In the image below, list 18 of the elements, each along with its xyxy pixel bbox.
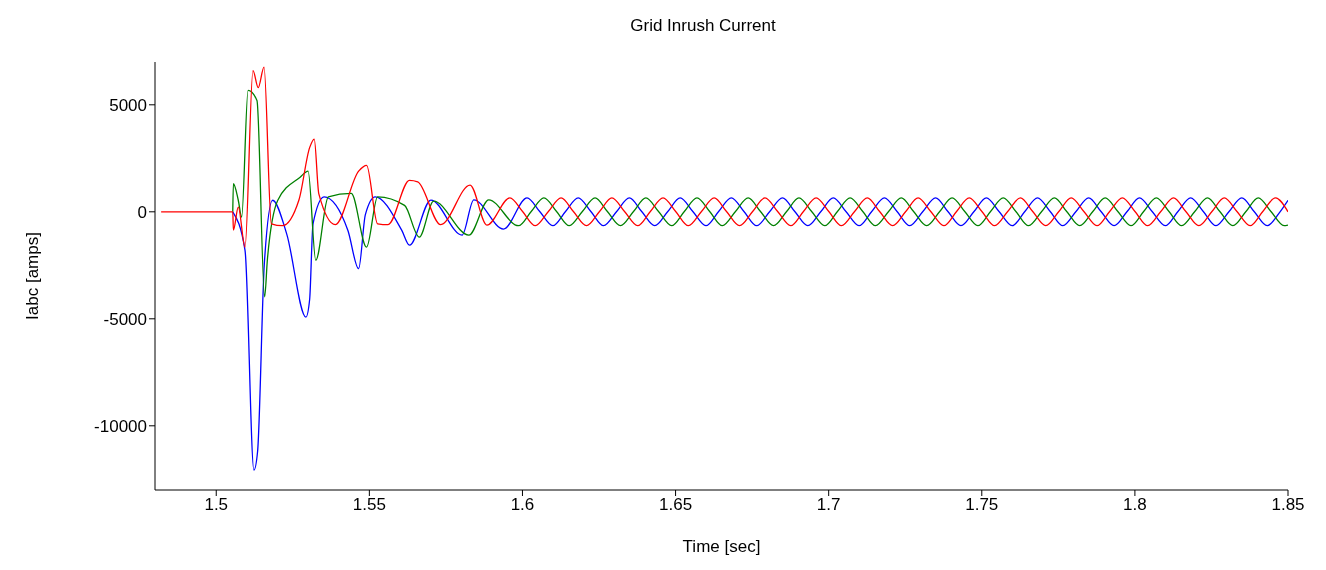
x-tick-label: 1.6 — [510, 495, 535, 515]
y-tick-label: -10000 — [94, 416, 147, 436]
x-tick-label: 1.75 — [965, 495, 999, 515]
x-tick-label: 1.8 — [1123, 495, 1147, 515]
y-tick-label: -5000 — [103, 309, 147, 329]
x-axis-title: Time [sec] — [682, 537, 761, 556]
x-tick-label: 1.55 — [352, 495, 386, 515]
x-tick-label: 1.65 — [659, 495, 693, 515]
line-series — [232, 89, 1288, 298]
x-tick-label: 1.5 — [204, 495, 229, 515]
x-tick-label: 1.7 — [816, 495, 841, 515]
line-series — [160, 66, 1288, 248]
y-axis-title: Iabc [amps] — [23, 232, 43, 320]
y-tick-label: 5000 — [109, 95, 147, 115]
y-tick-label: 0 — [137, 202, 147, 222]
chart-title: Grid Inrush Current — [629, 15, 777, 37]
x-tick-label: 1.85 — [1271, 495, 1305, 515]
line-series — [232, 196, 1288, 471]
